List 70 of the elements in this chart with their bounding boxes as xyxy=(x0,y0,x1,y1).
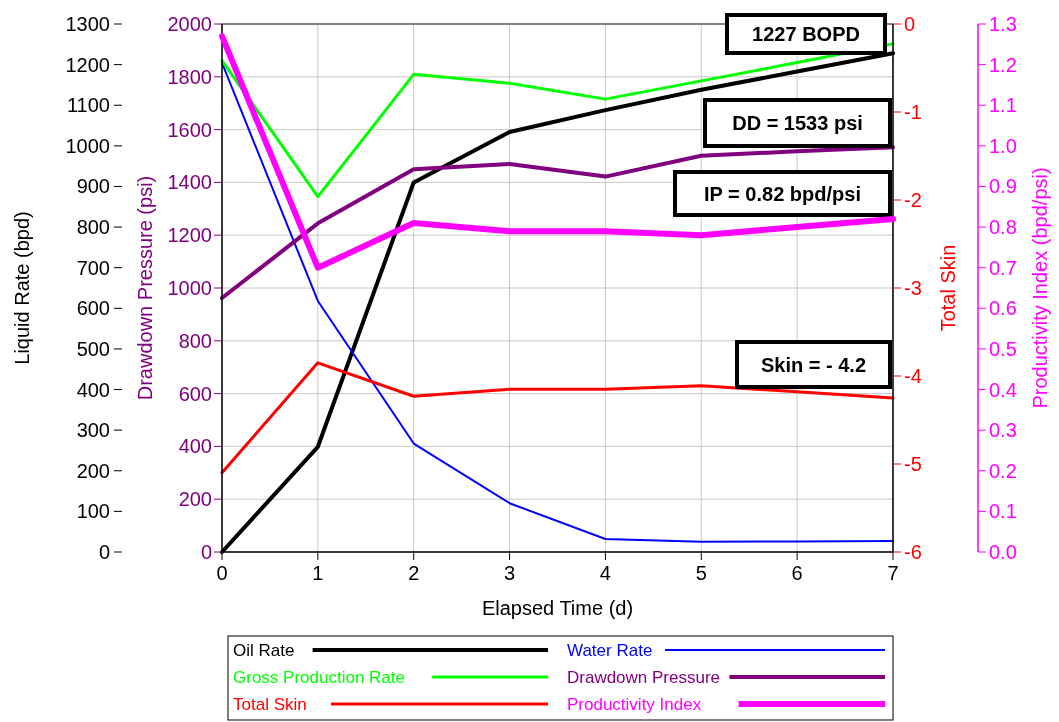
y3-tick-label: -2 xyxy=(904,189,922,211)
y-tick-label: 800 xyxy=(76,216,110,239)
annotation: DD = 1533 psi xyxy=(732,112,863,134)
y-tick-label: 0.9 xyxy=(989,175,1017,198)
y-tick-label: 0.1 xyxy=(989,500,1017,523)
text: Total Skin xyxy=(233,694,307,714)
x-tick-label: 7 xyxy=(887,562,899,584)
x-tick-label: 1 xyxy=(312,562,324,584)
annotation: 1227 BOPD xyxy=(752,23,860,45)
y-tick-label: 1100 xyxy=(66,94,110,117)
y2-tick-label: 800 xyxy=(178,329,212,352)
y3-tick-label: -3 xyxy=(904,277,922,299)
y-axis-title: Productivity Index (bpd/psi) xyxy=(1029,167,1051,409)
y-tick-label: 1200 xyxy=(65,53,110,76)
y3-tick-label: 0 xyxy=(904,13,916,35)
y2-tick-label: 400 xyxy=(178,435,212,458)
y2-tick-label: 200 xyxy=(178,488,212,511)
text: Drawdown Pressure xyxy=(567,667,721,687)
text: Productivity Index xyxy=(567,694,702,714)
x-tick-label: 5 xyxy=(695,562,707,584)
y-tick-label: 500 xyxy=(76,337,110,360)
y2-tick-label: 1600 xyxy=(167,118,212,141)
y-tick-label: 1.1 xyxy=(989,94,1017,117)
y2-tick-label: 1400 xyxy=(167,171,212,194)
y-tick-label: 400 xyxy=(76,378,110,401)
x-axis-title: Elapsed Time (d) xyxy=(481,597,634,619)
y-tick-label: 0.2 xyxy=(989,459,1017,482)
y-tick-label: 0.6 xyxy=(989,297,1017,320)
y-tick-label: 1000 xyxy=(65,134,110,157)
y-tick-label: 900 xyxy=(76,175,110,198)
x-tick-label: 6 xyxy=(791,562,803,584)
y-tick-label: 600 xyxy=(76,297,110,320)
y-tick-label: 0.4 xyxy=(989,378,1017,401)
x-tick-label: 3 xyxy=(504,562,516,584)
text: Gross Production Rate xyxy=(233,667,405,687)
y2-tick-label: 0 xyxy=(200,541,212,563)
text: Oil Rate xyxy=(233,640,295,660)
y2-tick-label: 600 xyxy=(178,382,212,405)
y-tick-label: 0.3 xyxy=(989,419,1017,442)
line-series xyxy=(220,145,895,301)
y3-tick-label: -4 xyxy=(904,365,922,387)
y-tick-label: 200 xyxy=(76,459,110,482)
x-tick-label: 4 xyxy=(599,562,611,584)
y-tick-label: 700 xyxy=(76,256,110,279)
y3-tick-label: -5 xyxy=(904,453,922,475)
x-tick-label: 2 xyxy=(408,562,420,584)
y-tick-label: 1.3 xyxy=(989,13,1017,35)
y-tick-label: 300 xyxy=(76,419,110,442)
y2-tick-label: 2000 xyxy=(167,13,212,35)
x-tick-label: 0 xyxy=(216,562,228,584)
y-tick-label: 0.7 xyxy=(989,256,1017,279)
y3-tick-label: -1 xyxy=(904,101,922,123)
y-tick-label: 100 xyxy=(76,500,110,523)
y-tick-label: 1.2 xyxy=(989,53,1017,76)
y-tick-label: 0.0 xyxy=(989,541,1017,563)
y2-tick-label: 1200 xyxy=(167,224,212,247)
y3-tick-label: -6 xyxy=(904,541,922,563)
y-tick-label: 1300 xyxy=(65,13,110,35)
y-axis-title: Liquid Rate (bpd) xyxy=(11,211,33,365)
annotation: IP = 0.82 bpd/psi xyxy=(704,182,861,205)
y2-axis-title: Drawdown Pressure (psi) xyxy=(134,175,156,401)
y2-tick-label: 1000 xyxy=(167,277,212,299)
text: Water Rate xyxy=(567,640,653,660)
y3-axis-title: Total Skin xyxy=(937,244,959,332)
y2-tick-label: 1800 xyxy=(167,65,212,88)
annotation: Skin = - 4.2 xyxy=(760,353,867,376)
y-tick-label: 1.0 xyxy=(989,134,1017,157)
y-tick-label: 0 xyxy=(98,541,110,563)
y-tick-label: 0.8 xyxy=(989,216,1017,239)
y-tick-label: 0.5 xyxy=(989,337,1017,360)
